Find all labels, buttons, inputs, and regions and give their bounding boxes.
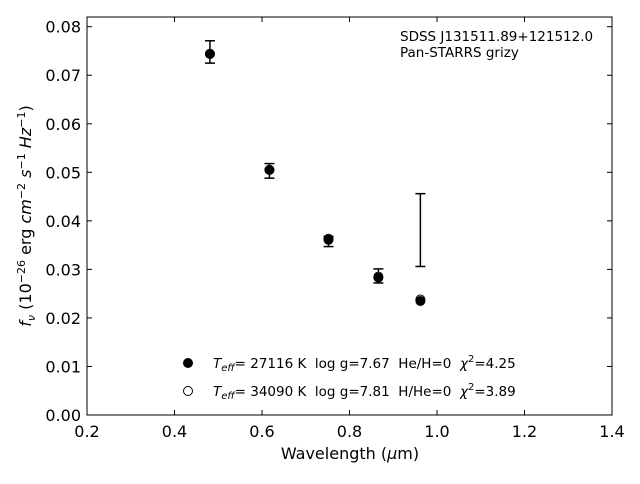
annotation-line-1: SDSS J131511.89+121512.0 [400, 29, 593, 45]
x-tick-label: 0.8 [337, 422, 362, 441]
y-tick-label: 0.06 [45, 115, 81, 134]
y-tick-label: 0.00 [45, 406, 81, 425]
legend-entry-1: Teff= 27116 K log g=7.67 He/H=0 χ2=4.25 [213, 354, 516, 374]
y-axis-ticks: 0.00 0.01 0.02 0.03 0.04 0.05 0.06 0.07 0.08 [45, 18, 612, 425]
x-tick-label: 0.2 [74, 422, 99, 441]
observed-errorbars [204, 40, 426, 284]
y-tick-label: 0.01 [45, 357, 81, 376]
x-axis-ticks: 0.2 0.4 0.6 0.8 1.0 1.2 1.4 [74, 17, 625, 441]
y-tick-label: 0.05 [45, 163, 81, 182]
x-tick-label: 1.2 [512, 422, 537, 441]
y-tick-label: 0.07 [45, 66, 81, 85]
point-filled [264, 164, 275, 175]
y-tick-label: 0.08 [45, 18, 81, 37]
y-tick-label: 0.03 [45, 260, 81, 279]
legend-entry-2: Teff= 34090 K log g=7.81 H/He=0 χ2=3.89 [213, 382, 516, 402]
legend: Teff= 27116 K log g=7.67 He/H=0 χ2=4.25 … [183, 354, 516, 402]
x-tick-label: 0.6 [249, 422, 274, 441]
point-filled [373, 272, 384, 283]
point-filled [323, 234, 334, 245]
x-tick-label: 1.4 [599, 422, 624, 441]
x-tick-label: 0.4 [162, 422, 187, 441]
legend-marker-filled [183, 358, 193, 368]
annotation-line-2: Pan-STARRS grizy [400, 45, 519, 61]
y-tick-label: 0.04 [45, 212, 81, 231]
legend-marker-open [183, 386, 193, 396]
x-axis-label: Wavelength (μm) [281, 444, 419, 463]
point-filled [204, 48, 215, 59]
x-tick-label: 1.0 [424, 422, 449, 441]
y-tick-label: 0.02 [45, 309, 81, 328]
errorbar [415, 192, 426, 268]
y-axis-label: fν (10−26 erg cm−2 s−1 Hz−1) [15, 105, 38, 326]
point-filled [415, 295, 426, 306]
model-points [204, 48, 426, 306]
